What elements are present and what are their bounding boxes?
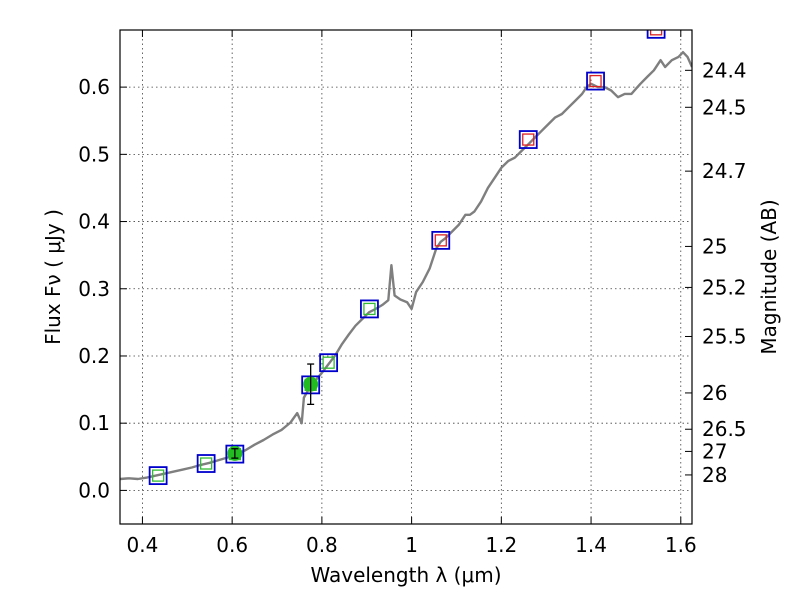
model-marker — [319, 353, 339, 373]
right-tick-label: 27 — [702, 439, 727, 463]
photometry-markers — [148, 30, 666, 486]
right-tick-label: 25.2 — [702, 275, 747, 299]
model-marker-inner — [589, 74, 602, 88]
model-marker — [431, 230, 451, 250]
right-tick-label: 28 — [702, 463, 727, 487]
model-marker — [148, 466, 168, 486]
right-tick-label: 25 — [702, 234, 727, 258]
model-marker-outer — [646, 30, 666, 39]
x-tick-label: 1.6 — [665, 533, 697, 557]
spectrum-line — [120, 51, 692, 481]
spectrum-series — [120, 51, 692, 481]
model-marker-outer — [225, 444, 245, 464]
right-tick-label: 24.7 — [702, 159, 747, 183]
axis-ticks: 0.4 0.6 0.8 1 1.2 1.4 1.6 0.0 0.1 0.2 0.3 0.4 0.5 0.6… — [78, 30, 747, 557]
y-tick-label: 0.4 — [78, 210, 110, 234]
right-tick-label: 25.5 — [702, 324, 747, 348]
x-tick-label: 0.6 — [216, 533, 248, 557]
grid-lines — [120, 30, 692, 524]
model-marker-outer — [196, 454, 216, 473]
model-marker — [646, 30, 666, 39]
model-marker — [360, 299, 379, 319]
y-tick-label: 0.3 — [78, 277, 110, 301]
model-marker-inner — [199, 457, 213, 470]
observed-point — [303, 363, 319, 406]
y-tick-label: 0.1 — [78, 411, 110, 435]
x-tick-label: 1 — [405, 533, 418, 557]
y-tick-label: 0.5 — [78, 142, 110, 166]
x-axis-label: Wavelength λ (μm) — [310, 563, 501, 587]
model-marker-outer — [360, 299, 379, 319]
model-marker — [518, 130, 538, 149]
model-marker-outer — [518, 130, 538, 149]
model-marker-outer — [586, 71, 605, 91]
model-marker-inner — [522, 133, 535, 146]
model-marker-inner — [434, 234, 447, 247]
plot-frame — [119, 29, 693, 525]
right-tick-label: 26 — [702, 381, 727, 405]
model-marker-inner — [151, 469, 165, 482]
y-axis-label: Flux Fν ( μJy ) — [41, 209, 65, 345]
model-marker-inner — [322, 356, 335, 369]
x-tick-label: 0.8 — [306, 533, 338, 557]
model-marker-outer — [148, 466, 168, 486]
x-tick-label: 0.4 — [127, 533, 159, 557]
x-tick-label: 1.2 — [485, 533, 517, 557]
model-marker — [196, 454, 216, 473]
right-tick-label: 24.4 — [702, 58, 747, 82]
right-tick-label: 26.5 — [702, 417, 747, 441]
model-marker-outer — [319, 353, 339, 373]
y-axis-right-label: Magnitude (AB) — [757, 199, 781, 354]
y-tick-label: 0.0 — [78, 478, 110, 502]
model-marker-inner — [363, 302, 376, 316]
model-marker-outer — [431, 230, 451, 250]
model-marker-inner — [649, 30, 663, 36]
observed-point — [227, 445, 243, 461]
right-tick-label: 24.5 — [702, 95, 747, 119]
y-tick-label: 0.2 — [78, 344, 110, 368]
x-tick-label: 1.4 — [575, 533, 607, 557]
y-tick-label: 0.6 — [78, 75, 110, 99]
model-marker — [586, 71, 605, 91]
observed-points — [227, 363, 319, 461]
